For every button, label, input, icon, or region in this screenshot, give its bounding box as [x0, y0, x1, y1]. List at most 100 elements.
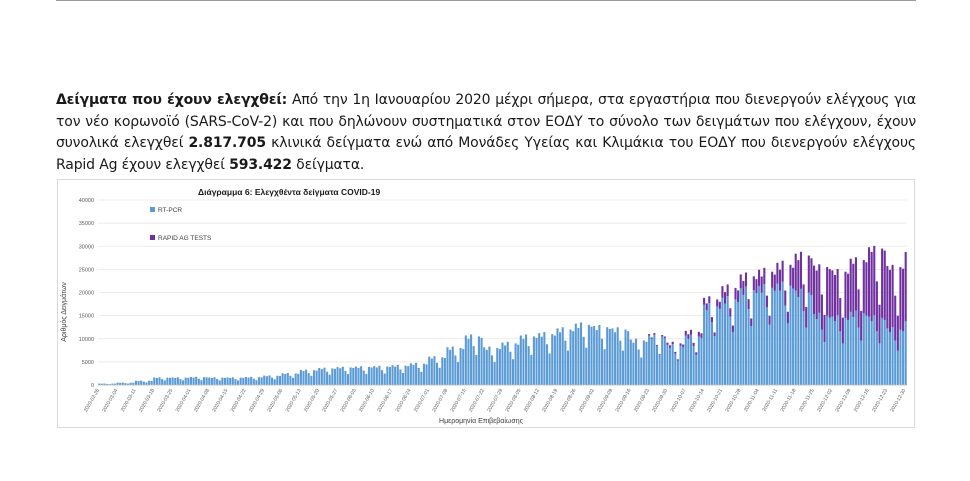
- bar-rt-pcr: [574, 323, 577, 385]
- bar-rt-pcr: [679, 345, 682, 385]
- bar-rt-pcr: [187, 377, 190, 385]
- bar-rt-pcr: [666, 344, 669, 385]
- bar-rt-pcr: [237, 380, 240, 385]
- bar-rt-pcr: [663, 337, 666, 385]
- bar-rt-pcr: [239, 377, 242, 385]
- bar-rt-pcr: [598, 324, 601, 386]
- bar-rapid-ag: [899, 267, 902, 330]
- bar-rt-pcr: [456, 362, 460, 385]
- x-tick-label: 2020-07-08: [431, 388, 449, 413]
- bar-rt-pcr: [517, 344, 520, 385]
- bar-rapid-ag: [894, 295, 897, 341]
- bar-rt-pcr: [490, 355, 494, 385]
- bar-rapid-ag: [776, 262, 779, 284]
- bar-rt-pcr: [331, 368, 334, 385]
- legend-label-rt-pcr: RT-PCR: [158, 207, 182, 214]
- bar-rt-pcr: [257, 377, 261, 385]
- bar-rapid-ag: [737, 290, 740, 302]
- bar-rt-pcr: [582, 336, 585, 385]
- bar-rapid-ag: [883, 250, 886, 320]
- bar-rt-pcr: [653, 334, 656, 385]
- bar-rt-pcr: [168, 377, 172, 385]
- bar-rt-pcr: [182, 380, 185, 385]
- tested-samples-paragraph: Δείγματα που έχουν ελεγχθεί: Από την 1η …: [56, 90, 916, 176]
- bar-rapid-ag: [697, 331, 700, 337]
- bar-rt-pcr: [263, 375, 266, 385]
- bar-rt-pcr: [870, 321, 873, 385]
- bar-rt-pcr: [755, 293, 758, 385]
- bar-rapid-ag: [839, 298, 842, 332]
- x-axis-label: Ημερομηνία Επιβεβαίωσης: [439, 417, 524, 425]
- bar-rt-pcr: [428, 356, 431, 385]
- bar-rt-pcr: [365, 373, 368, 385]
- bar-rapid-ag: [744, 272, 748, 287]
- bar-rt-pcr: [161, 379, 164, 385]
- bar-rt-pcr: [590, 326, 593, 385]
- bar-rt-pcr: [195, 376, 198, 385]
- y-tick-label: 15000: [79, 314, 94, 320]
- bar-rt-pcr: [726, 296, 729, 385]
- bar-rapid-ag: [813, 265, 816, 315]
- bar-rt-pcr: [815, 319, 818, 385]
- bar-rt-pcr: [758, 285, 761, 385]
- bar-rt-pcr: [158, 377, 161, 385]
- bar-rt-pcr: [773, 290, 776, 385]
- bar-rt-pcr: [765, 307, 768, 385]
- bar-rt-pcr: [522, 338, 525, 385]
- bar-rt-pcr: [789, 285, 792, 385]
- bar-rapid-ag: [820, 294, 823, 330]
- bar-rt-pcr: [294, 373, 297, 385]
- bar-rapid-ag: [852, 263, 855, 317]
- bar-rt-pcr: [197, 378, 200, 385]
- bar-rt-pcr: [818, 312, 821, 385]
- bar-rt-pcr: [108, 384, 111, 385]
- bar-rt-pcr: [595, 330, 598, 385]
- bar-rt-pcr: [378, 365, 381, 385]
- bar-rapid-ag: [786, 311, 789, 324]
- bar-rt-pcr: [394, 366, 397, 385]
- bar-rt-pcr: [718, 308, 721, 385]
- bar-rt-pcr: [705, 310, 708, 385]
- y-tick-label: 35000: [79, 221, 94, 227]
- bar-rt-pcr: [192, 377, 195, 385]
- bar-rapid-ag: [860, 310, 863, 341]
- bar-rt-pcr: [441, 357, 444, 385]
- bar-rapid-ag: [784, 290, 787, 306]
- bar-rt-pcr: [229, 377, 232, 385]
- bar-rt-pcr: [124, 383, 127, 385]
- bar-rapid-ag: [865, 262, 868, 316]
- rapid-total: 593.422: [229, 156, 292, 173]
- bar-rt-pcr: [820, 329, 823, 385]
- bar-rt-pcr: [810, 295, 813, 385]
- bar-rt-pcr: [281, 373, 284, 385]
- bar-rapid-ag: [854, 257, 857, 311]
- bar-rt-pcr: [896, 350, 899, 385]
- bar-rapid-ag: [836, 269, 839, 316]
- x-tick-label: 2020-06-03: [340, 388, 358, 413]
- bar-rt-pcr: [189, 376, 192, 385]
- bar-rt-pcr: [768, 324, 771, 385]
- bar-rt-pcr: [514, 343, 517, 386]
- bar-rt-pcr: [210, 377, 213, 385]
- bar-rt-pcr: [119, 382, 122, 385]
- bar-rt-pcr: [218, 380, 221, 385]
- bar-rt-pcr: [902, 331, 905, 385]
- bar-rapid-ag: [726, 284, 729, 297]
- x-tick-label: 2020-04-08: [193, 388, 211, 413]
- y-tick-label: 10000: [79, 337, 94, 343]
- bar-rt-pcr: [545, 344, 549, 385]
- y-tick-label: 0: [91, 383, 94, 389]
- x-tick-label: 2020-08-26: [560, 388, 578, 413]
- bar-rt-pcr: [292, 377, 295, 385]
- bar-rt-pcr: [600, 338, 604, 385]
- bar-rt-pcr: [614, 332, 617, 385]
- bar-rapid-ag: [789, 264, 792, 286]
- bar-rapid-ag: [870, 251, 873, 322]
- bar-rapid-ag: [794, 253, 797, 291]
- bar-rapid-ag: [747, 299, 750, 310]
- bar-rt-pcr: [375, 367, 378, 385]
- bar-rt-pcr: [606, 327, 609, 385]
- bar-rt-pcr: [739, 288, 742, 385]
- bar-rt-pcr: [451, 346, 454, 385]
- x-tick-label: 2020-04-01: [175, 388, 193, 413]
